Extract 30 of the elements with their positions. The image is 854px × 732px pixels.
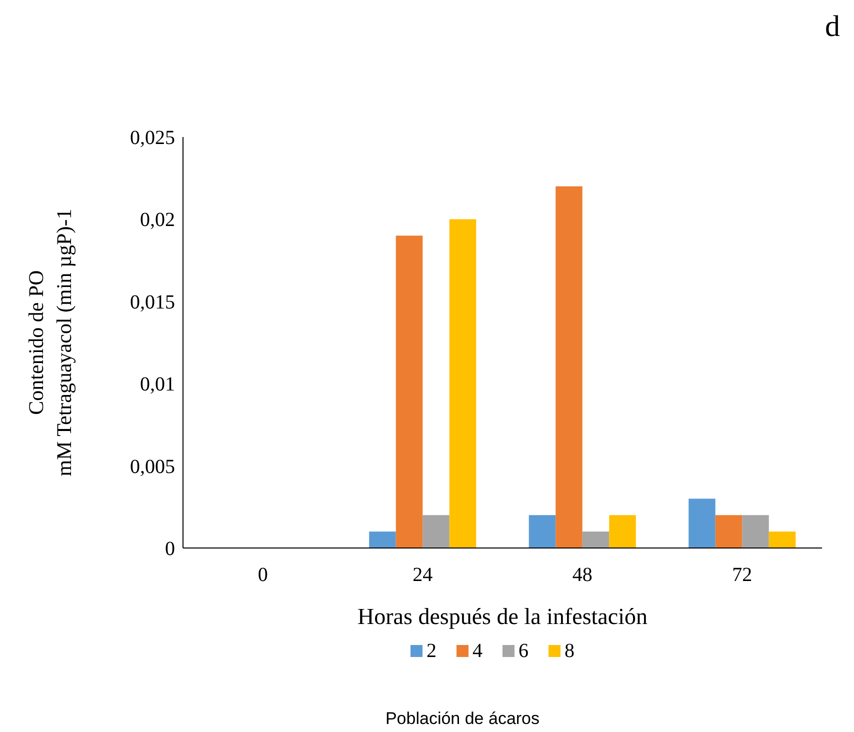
legend-label: 8 bbox=[564, 640, 574, 662]
text: d bbox=[825, 10, 840, 43]
y-tick-label: 0,015 bbox=[130, 291, 175, 314]
y-tick-label: 0,005 bbox=[130, 456, 175, 478]
bar bbox=[582, 532, 610, 548]
bar bbox=[556, 186, 582, 548]
legend-label: 2 bbox=[426, 640, 436, 662]
x-tick-label: 72 bbox=[732, 564, 752, 586]
x-tick-label: 24 bbox=[412, 564, 433, 586]
bar bbox=[528, 515, 556, 548]
legend-label: 6 bbox=[518, 640, 528, 662]
bar bbox=[688, 498, 716, 548]
x-axis-title: Horas después de la infestación bbox=[358, 604, 648, 629]
bar bbox=[742, 515, 769, 548]
bar bbox=[396, 236, 423, 548]
y-tick-label: 0 bbox=[165, 538, 175, 560]
bar bbox=[369, 532, 396, 548]
bar bbox=[609, 515, 636, 548]
y-tick-label: 0,025 bbox=[130, 127, 175, 149]
bar bbox=[715, 515, 742, 548]
x-tick-label: 0 bbox=[258, 564, 268, 586]
y-axis-title: Contenido de PO mM Tetraguayacol (min µgP)-1 bbox=[24, 208, 76, 476]
bar bbox=[449, 219, 476, 548]
legend-label: 4 bbox=[472, 640, 482, 662]
legend-title: Población de ácaros bbox=[385, 709, 540, 728]
x-tick-label: 48 bbox=[572, 564, 592, 586]
y-tick-label: 0,01 bbox=[140, 374, 175, 396]
y-tick-label: 0,02 bbox=[140, 209, 175, 232]
bar bbox=[422, 515, 450, 548]
bar bbox=[768, 532, 796, 548]
